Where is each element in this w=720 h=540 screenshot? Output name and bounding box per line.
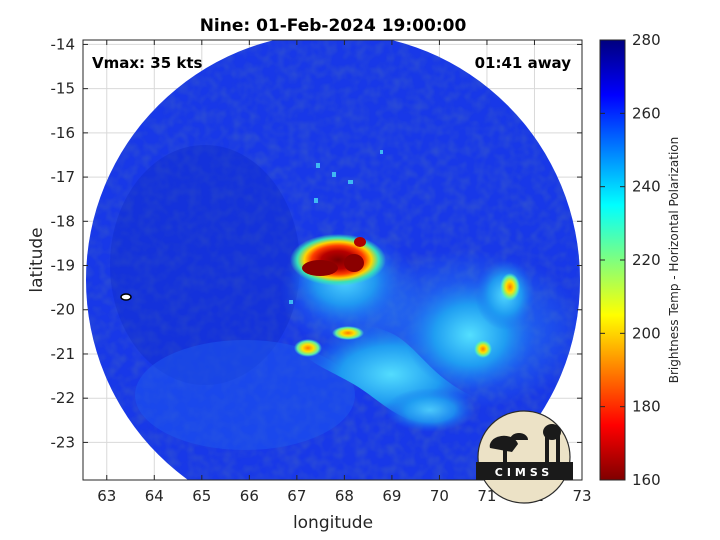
colorbar-ticks: 280 260 240 220 200 180 160 [600,31,661,489]
x-tick-label: 71 [477,487,496,505]
map-plot-area: 6364656667686970717273-14-15-16-17-18-19… [51,35,592,505]
x-tick-label: 63 [97,487,116,505]
colorbar-tick-label: 280 [632,31,661,49]
y-tick-label: -15 [51,80,76,98]
x-axis-title: longitude [293,513,373,533]
y-tick-label: -16 [51,124,76,142]
colorbar-tick-label: 200 [632,324,661,342]
cold-core-main [290,234,386,286]
eta-annotation: 01:41 away [475,54,572,72]
y-tick-label: -19 [51,257,76,275]
y-tick-label: -21 [51,345,76,363]
x-tick-label: 69 [382,487,401,505]
rainband-southeast [385,388,475,432]
scattered-cells [289,150,383,304]
vmax-annotation: Vmax: 35 kts [92,54,202,72]
light-region-southwest [135,340,355,450]
y-tick-label: -18 [51,212,76,230]
x-tick-label: 67 [287,487,306,505]
cold-core-main-a [302,260,338,276]
cold-spot-east [500,273,520,301]
dark-region-west [110,145,300,385]
plot-title: Nine: 01-Feb-2024 19:00:00 [200,16,467,36]
cimss-logo: CIMSS [476,410,573,504]
colorbar-tick-label: 240 [632,178,661,196]
x-tick-label: 66 [240,487,259,505]
x-tick-label: 70 [430,487,449,505]
cold-spot-southwest [294,339,322,357]
logo-silhouette [476,424,573,480]
x-tick-label: 64 [145,487,164,505]
x-tick-label: 65 [192,487,211,505]
colorbar-title: Brightness Temp - Horizontal Polarizatio… [667,137,681,384]
cold-core-main-b [344,254,364,272]
cold-core-main-c [354,237,366,247]
y-tick-label: -14 [51,35,76,53]
colorbar-tick-label: 180 [632,398,661,416]
x-tick-label: 68 [335,487,354,505]
cold-spot-southeast [474,340,492,358]
x-tick-label: 73 [572,487,591,505]
colorbar-tick-label: 160 [632,471,661,489]
cold-spot-south [332,326,364,340]
colorbar-tick-label: 260 [632,104,661,122]
swath-image [86,40,580,480]
colorbar: 280 260 240 220 200 180 160 Brightness Temp - … [599,31,681,489]
axis-ticks: 6364656667686970717273-14-15-16-17-18-19… [51,35,592,505]
y-tick-label: -17 [51,168,76,186]
y-tick-label: -23 [51,433,76,451]
y-tick-label: -20 [51,301,76,319]
island-outline [120,293,132,301]
colorbar-tick-label: 220 [632,251,661,269]
logo-text: CIMSS [495,466,553,479]
axes-frame [82,39,583,481]
y-tick-label: -22 [51,389,76,407]
y-axis-title: latitude [27,227,47,292]
